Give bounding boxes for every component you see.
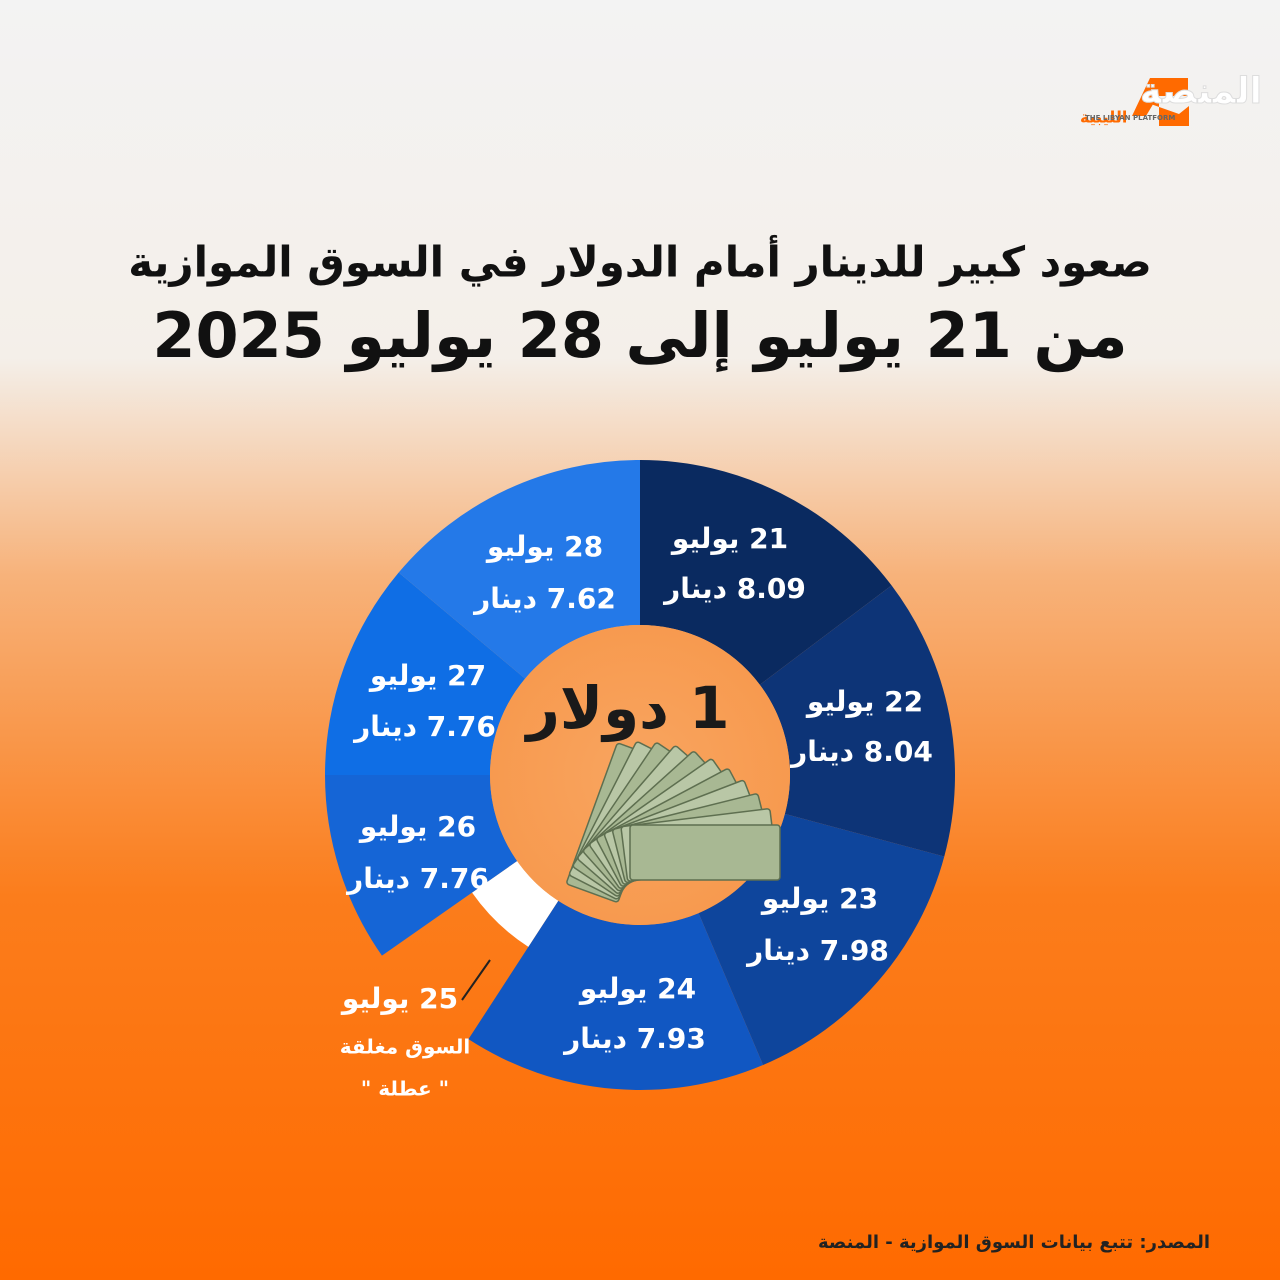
segment-rate: 7.62 دينار — [472, 582, 616, 615]
money-image — [566, 741, 781, 903]
segment-date: 21 يوليو — [670, 522, 788, 555]
segment-rate: 7.93 دينار — [562, 1022, 706, 1055]
segment — [640, 460, 892, 685]
segment-date: 26 يوليو — [358, 810, 476, 843]
segment-rate: 8.04 دينار — [789, 735, 933, 768]
logo-text: المنصة — [1140, 71, 1262, 112]
logo-en: THE LIBYAN PLATFORM — [1085, 114, 1175, 122]
segment-rate: 7.76 دينار — [352, 710, 496, 743]
segment — [468, 900, 764, 1090]
title-line1: صعود كبير للدينار أمام الدولار في السوق … — [128, 235, 1152, 288]
banknote — [629, 824, 781, 881]
segment-rate: 7.76 دينار — [345, 862, 489, 895]
segment — [472, 861, 559, 947]
segment-rate: 7.98 دينار — [745, 934, 889, 967]
segment — [325, 775, 518, 956]
segment-date: 25 يوليو — [340, 982, 458, 1015]
segment-rate: 8.09 دينار — [662, 572, 806, 605]
logo-icon — [1132, 78, 1189, 126]
segment-date: 22 يوليو — [805, 685, 923, 718]
segment-date: 27 يوليو — [368, 659, 486, 692]
segment-note: السوق مغلقة — [340, 1035, 470, 1059]
segment — [759, 585, 955, 857]
leader-line — [461, 959, 491, 1001]
segment-note2: " عطلة " — [361, 1077, 449, 1101]
segment-date: 23 يوليو — [760, 882, 878, 915]
segment-date: 24 يوليو — [578, 972, 696, 1005]
source: المصدر: تتبع بيانات السوق الموازية - الم… — [818, 1232, 1210, 1253]
logo-sub: الليبية — [1080, 108, 1127, 127]
title-line2: من 21 يوليو إلى 28 يوليو 2025 — [152, 299, 1127, 372]
logo: المنصة الليبية THE LIBYAN PLATFORM — [1080, 71, 1263, 127]
segment-date: 28 يوليو — [485, 530, 603, 563]
center-label: 1 دولار — [524, 674, 730, 743]
donut: 21 يوليو 8.09 دينار 22 يوليو 8.04 دينار 23 ي… — [325, 460, 955, 1101]
segment — [325, 572, 526, 775]
segment — [398, 460, 640, 679]
